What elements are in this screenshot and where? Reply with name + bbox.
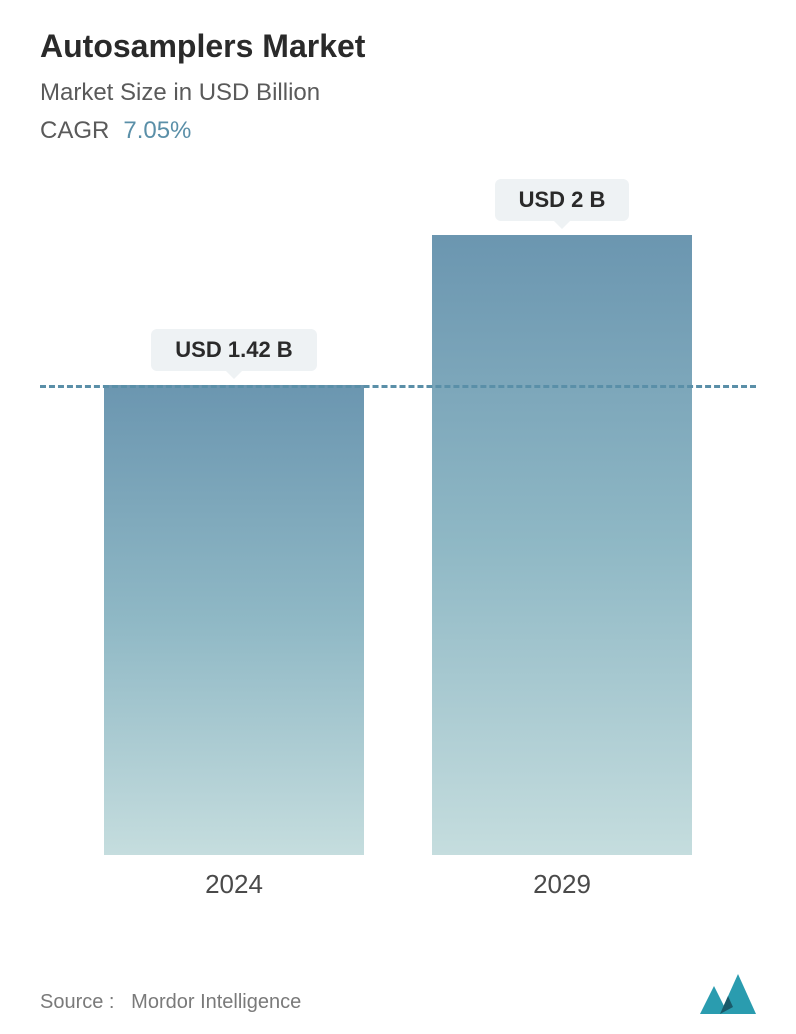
cagr-value: 7.05% <box>123 117 191 145</box>
bar <box>432 235 692 855</box>
year-label: 2024 <box>205 869 263 900</box>
chart-title: Autosamplers Market <box>40 28 756 65</box>
chart-area: USD 1.42 B2024USD 2 B2029 <box>40 185 756 905</box>
cagr-row: CAGR 7.05% <box>40 117 756 145</box>
value-badge: USD 2 B <box>495 179 630 221</box>
bar-group-2029: USD 2 B2029 <box>432 179 692 855</box>
source-label: Source : <box>40 991 114 1013</box>
brand-logo <box>700 974 756 1014</box>
value-badge: USD 1.42 B <box>151 329 316 371</box>
bars-container: USD 1.42 B2024USD 2 B2029 <box>40 185 756 855</box>
source-text: Source : Mordor Intelligence <box>40 991 301 1014</box>
footer: Source : Mordor Intelligence <box>40 974 756 1014</box>
logo-icon <box>700 974 756 1014</box>
bar <box>104 385 364 855</box>
chart-subtitle: Market Size in USD Billion <box>40 79 756 107</box>
cagr-label: CAGR <box>40 117 109 145</box>
source-value: Mordor Intelligence <box>131 991 301 1013</box>
bar-group-2024: USD 1.42 B2024 <box>104 329 364 855</box>
reference-line <box>40 385 756 388</box>
year-label: 2029 <box>533 869 591 900</box>
